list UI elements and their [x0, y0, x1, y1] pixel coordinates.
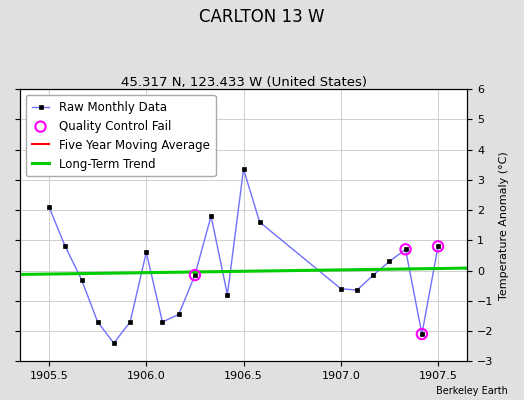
Raw Monthly Data: [370, 273, 376, 278]
Raw Monthly Data: [159, 320, 166, 324]
Raw Monthly Data: [435, 244, 441, 249]
Raw Monthly Data: [111, 341, 117, 346]
Quality Control Fail: [434, 243, 442, 250]
Raw Monthly Data: [419, 332, 425, 336]
Raw Monthly Data: [176, 312, 182, 317]
Raw Monthly Data: [192, 273, 198, 278]
Raw Monthly Data: [62, 244, 68, 249]
Quality Control Fail: [418, 331, 426, 337]
Raw Monthly Data: [127, 320, 133, 324]
Raw Monthly Data: [257, 220, 263, 224]
Y-axis label: Temperature Anomaly (°C): Temperature Anomaly (°C): [499, 151, 509, 300]
Raw Monthly Data: [208, 214, 214, 218]
Raw Monthly Data: [79, 277, 85, 282]
Raw Monthly Data: [337, 286, 344, 291]
Quality Control Fail: [191, 272, 199, 278]
Raw Monthly Data: [94, 320, 101, 324]
Raw Monthly Data: [386, 259, 392, 264]
Raw Monthly Data: [402, 247, 409, 252]
Text: CARLTON 13 W: CARLTON 13 W: [199, 8, 325, 26]
Raw Monthly Data: [241, 167, 247, 172]
Legend: Raw Monthly Data, Quality Control Fail, Five Year Moving Average, Long-Term Tren: Raw Monthly Data, Quality Control Fail, …: [26, 95, 215, 176]
Raw Monthly Data: [224, 292, 231, 297]
Line: Raw Monthly Data: Raw Monthly Data: [47, 167, 440, 345]
Title: 45.317 N, 123.433 W (United States): 45.317 N, 123.433 W (United States): [121, 76, 367, 89]
Text: Berkeley Earth: Berkeley Earth: [436, 386, 508, 396]
Raw Monthly Data: [46, 204, 52, 209]
Quality Control Fail: [401, 246, 410, 252]
Raw Monthly Data: [143, 250, 149, 255]
Raw Monthly Data: [354, 288, 360, 292]
